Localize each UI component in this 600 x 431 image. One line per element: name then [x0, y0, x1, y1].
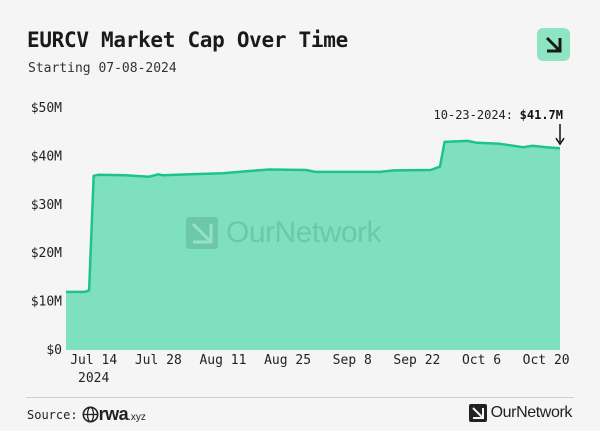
x-tick-label: Oct 6: [462, 353, 501, 368]
x-tick-label: Aug 25: [264, 353, 311, 368]
annotation-arrow-head: [555, 137, 565, 146]
y-tick-label: $50M: [31, 101, 62, 116]
market-cap-line: [66, 139, 561, 294]
x-tick-year-label: 2024: [78, 371, 109, 386]
ournetwork-watermark-icon: [186, 217, 218, 249]
y-tick-label: $0: [46, 343, 62, 358]
rwa-logo[interactable]: rwa .xyz: [82, 404, 146, 425]
source-line: Source: rwa .xyz: [27, 404, 146, 425]
watermark: OurNetwork: [186, 216, 382, 250]
rwa-logo-suffix: .xyz: [128, 411, 146, 423]
x-tick-label: Aug 11: [199, 353, 246, 368]
annotation-date: 10-23-2024:: [434, 108, 513, 122]
y-tick-label: $30M: [31, 198, 62, 213]
chart-title: EURCV Market Cap Over Time: [27, 28, 348, 52]
ournetwork-logo: OurNetwork: [468, 404, 573, 422]
x-tick-label: Jul 14: [70, 353, 117, 368]
market-cap-area: [66, 140, 560, 350]
x-tick-label: Jul 28: [135, 353, 182, 368]
globe-icon: [82, 406, 99, 423]
footer-divider: [26, 397, 574, 398]
x-tick-label: Sep 8: [333, 353, 372, 368]
rwa-logo-text: rwa: [98, 404, 129, 424]
ournetwork-logo-icon: [468, 404, 487, 422]
brand-badge-icon: [537, 28, 570, 61]
y-tick-label: $40M: [31, 149, 62, 164]
source-label: Source:: [27, 407, 78, 422]
chart-subtitle: Starting 07-08-2024: [28, 61, 177, 76]
x-tick-label: Sep 22: [393, 353, 440, 368]
ournetwork-logo-text: OurNetwork: [490, 404, 573, 421]
annotation-value: $41.7M: [520, 108, 563, 122]
x-tick-label: Oct 20: [523, 353, 570, 368]
y-tick-label: $10M: [31, 295, 62, 310]
watermark-text: OurNetwork: [226, 216, 382, 249]
y-tick-label: $20M: [31, 246, 62, 261]
